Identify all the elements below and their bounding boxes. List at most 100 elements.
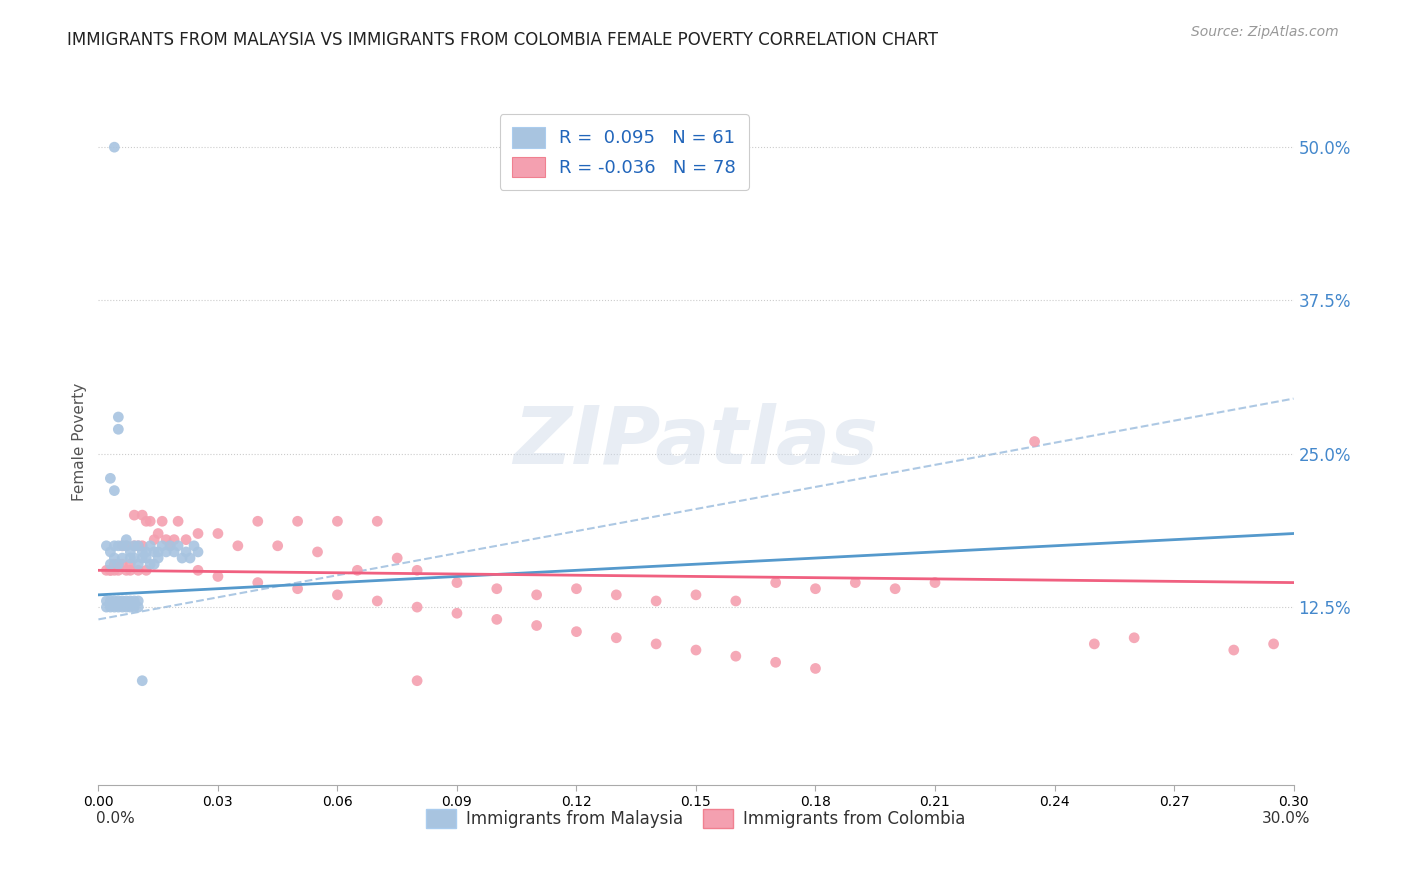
Point [385,551,409,566]
Point [485,612,508,626]
Point [174,533,197,547]
Point [120,600,142,615]
Point [159,539,181,553]
Y-axis label: Female Poverty: Female Poverty [72,383,87,500]
Point [124,508,146,523]
Point [139,514,162,528]
Point [96,563,118,577]
Point [174,545,197,559]
Point [111,539,134,553]
Point [98,471,122,485]
Point [135,514,157,528]
Point [115,563,138,577]
Point [148,551,170,566]
Point [115,533,138,547]
Point [127,539,149,553]
Text: IMMIGRANTS FROM MALAYSIA VS IMMIGRANTS FROM COLOMBIA FEMALE POVERTY CORRELATION : IMMIGRANTS FROM MALAYSIA VS IMMIGRANTS F… [67,31,938,49]
Point [127,594,149,608]
Point [307,545,329,559]
Point [107,557,129,572]
Point [406,600,429,615]
Point [107,594,129,608]
Point [326,514,349,528]
Point [267,539,290,553]
Point [187,563,209,577]
Point [526,618,548,632]
Point [207,569,229,583]
Point [120,557,142,572]
Point [565,624,588,639]
Point [107,410,129,425]
Point [98,557,122,572]
Point [103,551,125,566]
Point [366,594,388,608]
Point [103,594,125,608]
Point [124,539,146,553]
Point [96,594,118,608]
Point [103,483,125,498]
Point [111,539,134,553]
Point [98,563,122,577]
Point [143,533,166,547]
Point [1223,643,1246,657]
Point [645,594,668,608]
Point [179,551,201,566]
Point [107,539,129,553]
Point [150,539,173,553]
Point [120,594,142,608]
Point [115,594,138,608]
Point [107,422,129,436]
Point [107,557,129,572]
Point [139,539,162,553]
Point [107,563,129,577]
Point [111,557,134,572]
Point [111,551,134,566]
Point [124,594,146,608]
Point [143,545,166,559]
Text: 30.0%: 30.0% [1263,812,1310,826]
Point [135,563,157,577]
Point [685,643,707,657]
Point [187,545,209,559]
Point [98,600,122,615]
Point [98,545,122,559]
Point [107,600,129,615]
Text: 0.0%: 0.0% [96,812,135,826]
Point [765,575,787,590]
Point [120,545,142,559]
Point [139,557,162,572]
Point [131,545,153,559]
Point [103,563,125,577]
Point [844,575,866,590]
Point [207,526,229,541]
Point [172,551,194,566]
Point [226,539,249,553]
Point [127,557,149,572]
Point [127,600,149,615]
Point [124,600,146,615]
Point [246,575,269,590]
Point [115,600,138,615]
Point [103,557,125,572]
Point [183,539,205,553]
Point [148,545,170,559]
Point [167,539,190,553]
Point [127,563,149,577]
Point [724,649,747,664]
Point [131,508,153,523]
Text: Source: ZipAtlas.com: Source: ZipAtlas.com [1191,25,1339,39]
Point [96,600,118,615]
Point [135,545,157,559]
Point [115,539,138,553]
Point [143,557,166,572]
Point [605,631,627,645]
Point [124,539,146,553]
Point [1083,637,1105,651]
Point [98,594,122,608]
Point [804,661,827,675]
Point [565,582,588,596]
Point [326,588,349,602]
Point [96,539,118,553]
Point [924,575,946,590]
Point [131,551,153,566]
